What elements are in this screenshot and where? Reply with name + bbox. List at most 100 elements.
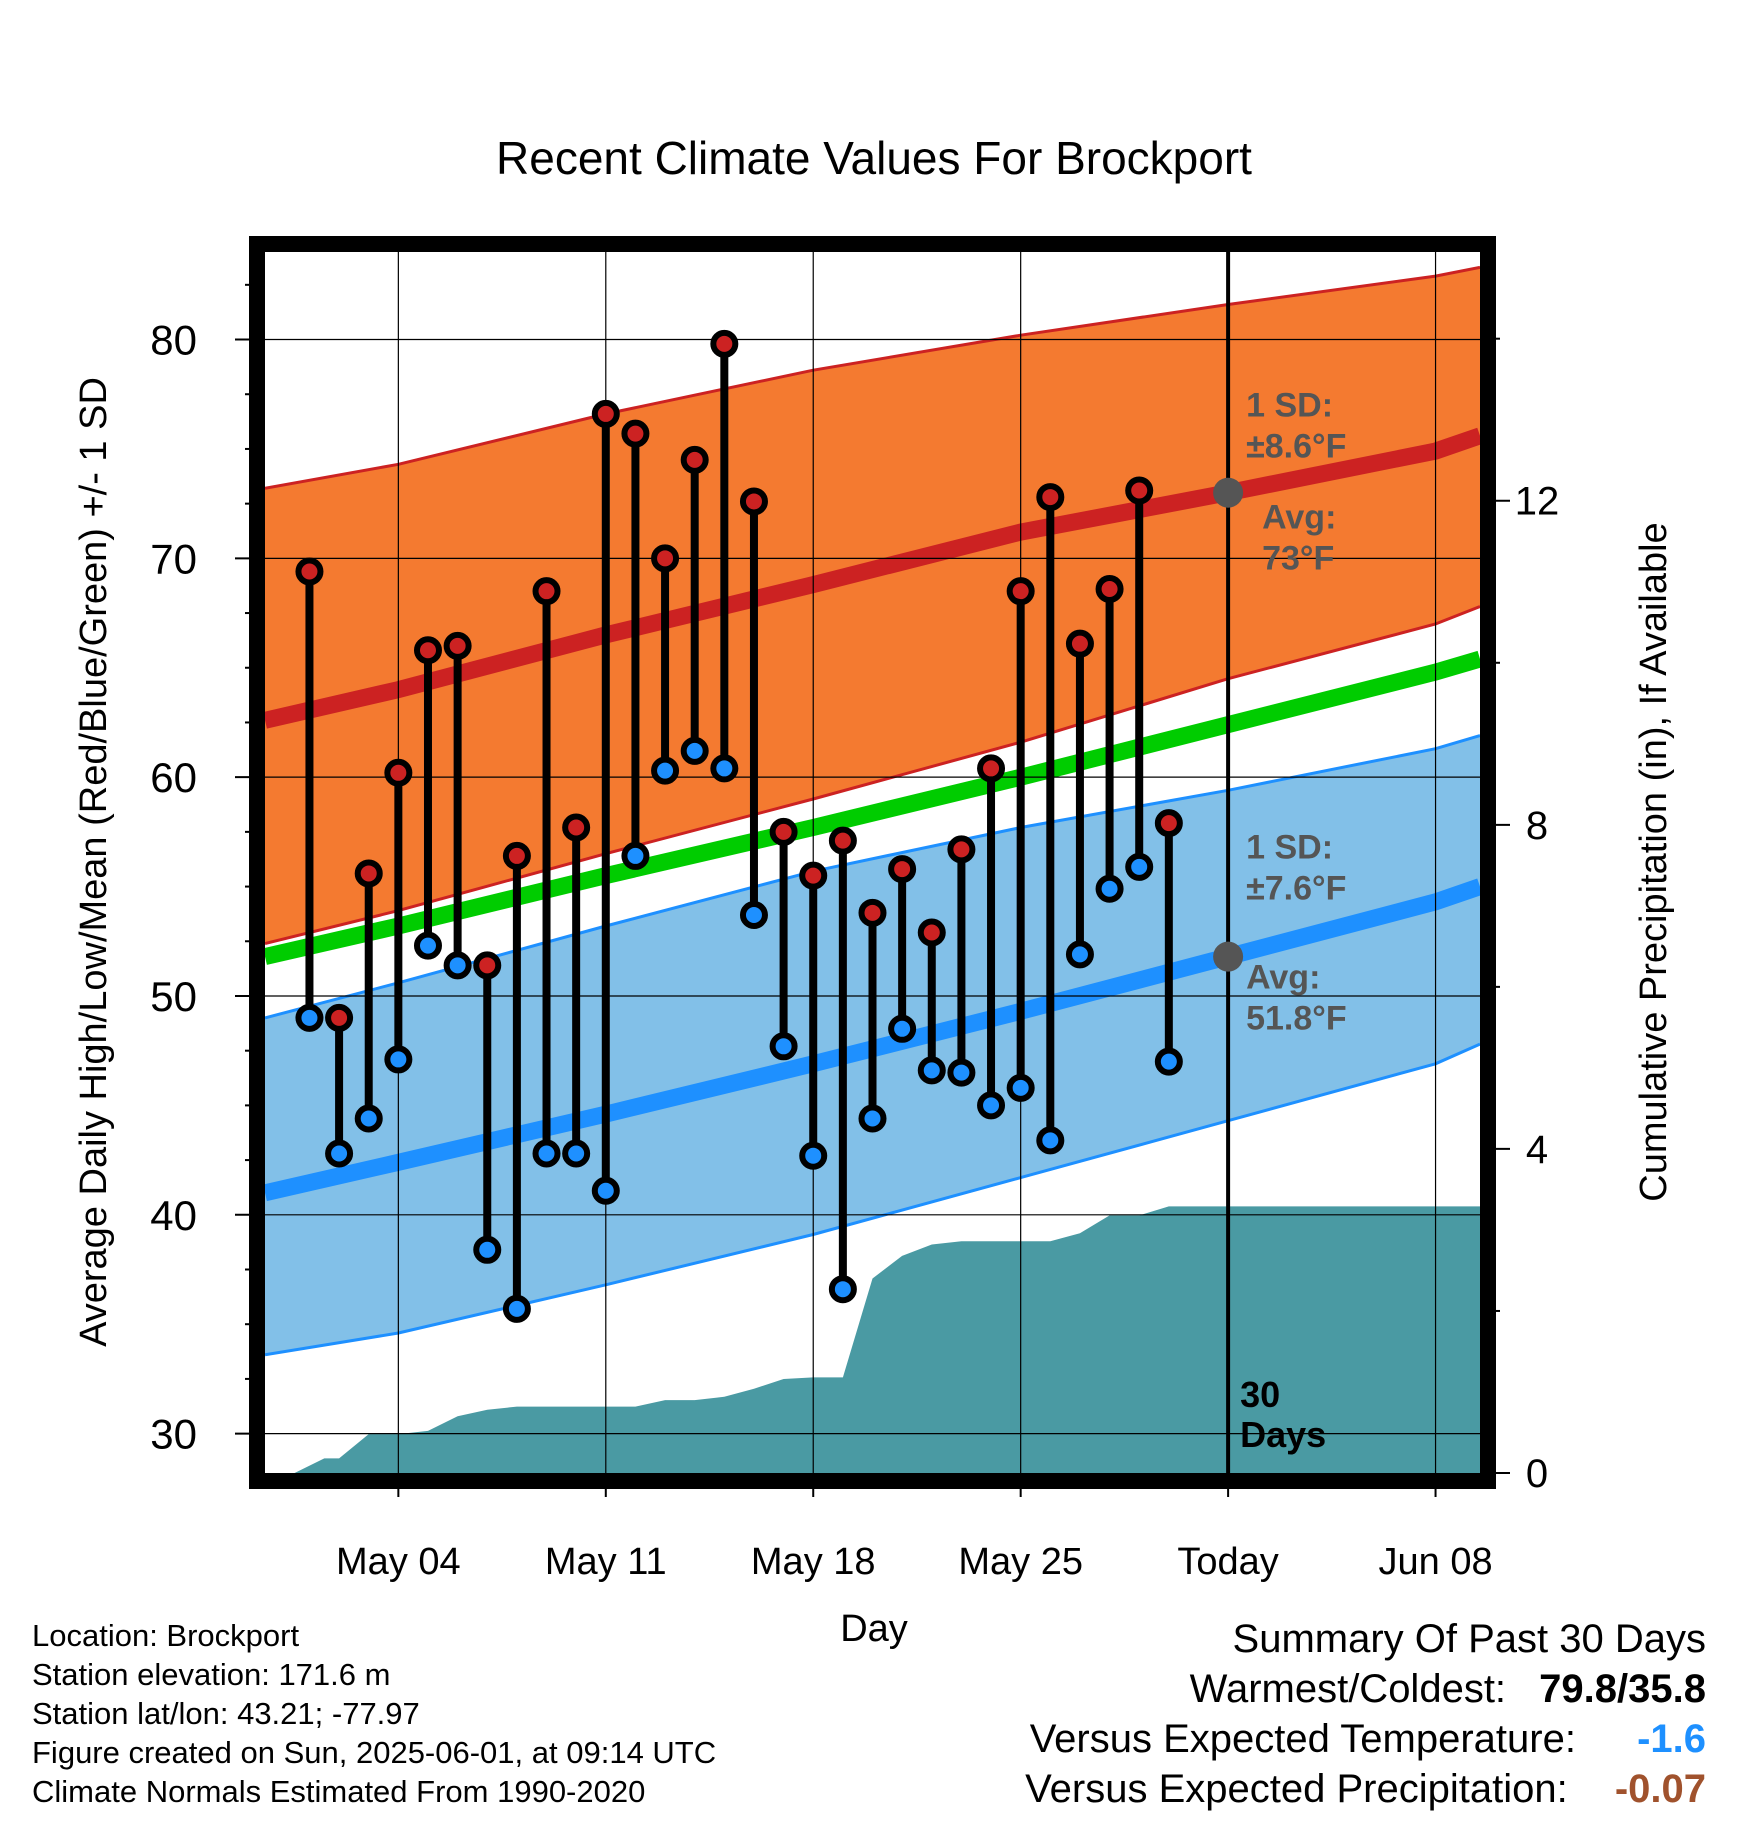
low-point [473,1235,502,1264]
x-tick-label: May 11 [545,1541,667,1583]
x-tick-label: Today [1177,1541,1278,1583]
high-point [947,835,976,864]
high-point [443,631,472,660]
summary-warmest-value: 79.8/35.8 [1539,1667,1706,1711]
x-tick-label: May 25 [958,1541,1083,1583]
high-point [917,918,946,947]
high-point [710,329,739,358]
high-point [325,1003,354,1032]
low-sd-label: 1 SD: [1246,828,1333,866]
low-point [1095,874,1124,903]
y-tick-label: 80 [150,317,197,364]
low-point [739,901,768,930]
y-tick-label: 40 [150,1192,197,1239]
elevation-text: Station elevation: 171.6 m [32,1657,391,1692]
x-tick-label: May 18 [751,1541,876,1583]
high-point [651,544,680,573]
low-point [413,931,442,960]
high-sd-lower-line [265,605,1480,945]
low-point [532,1139,561,1168]
high-sd-upper-line [265,265,1480,490]
chart-title: Recent Climate Values For Brockport [496,132,1252,184]
high-point [621,419,650,448]
y2-tick-label: 8 [1526,804,1548,848]
today-days-word: Days [1240,1414,1326,1455]
low-point [325,1139,354,1168]
low-point [888,1014,917,1043]
low-point [917,1056,946,1085]
low-avg-value: 51.8°F [1246,1000,1347,1038]
high-point [384,758,413,787]
x-axis-label: Day [840,1608,908,1650]
low-point [710,754,739,783]
low-avg-label: Avg: [1246,959,1320,997]
y-tick-label: 60 [150,754,197,801]
low-point [1065,940,1094,969]
high-point [977,754,1006,783]
location-text: Location: Brockport [32,1618,300,1653]
high-point [562,813,591,842]
summary-precip-row: Versus Expected Precipitation: -0.07 [1025,1764,1706,1814]
low-point [443,951,472,980]
low-point [591,1176,620,1205]
high-point [828,826,857,855]
high-sd-value: ±8.6°F [1246,428,1346,466]
summary-temp-row: Versus Expected Temperature: -1.6 [1030,1714,1706,1764]
today-days-number: 30 [1240,1374,1280,1415]
low-point [295,1003,324,1032]
low-point [1154,1047,1183,1076]
low-sd-lower-line [265,1042,1480,1357]
low-sd-value: ±7.6°F [1246,869,1346,907]
y-axis-label: Average Daily High/Low/Mean (Red/Blue/Gr… [73,377,115,1347]
high-point [799,861,828,890]
x-tick-label: Jun 08 [1379,1541,1493,1583]
low-normal-line [265,878,1480,1202]
low-point [1006,1073,1035,1102]
summary-warmest-row: Warmest/Coldest: 79.8/35.8 [1190,1664,1706,1714]
high-sd-band [265,267,1480,944]
high-point [1095,574,1124,603]
summary-warmest-label: Warmest/Coldest: [1189,1667,1507,1711]
low-point [977,1091,1006,1120]
summary-temp-label: Versus Expected Temperature: [1029,1717,1576,1761]
high-point [858,898,887,927]
low-point [651,756,680,785]
high-point [1036,483,1065,512]
high-point [354,859,383,888]
high-point [1154,809,1183,838]
high-point [888,855,917,884]
y-tick-label: 70 [150,535,197,582]
y-tick-label: 50 [150,973,197,1020]
high-point [502,841,531,870]
plot-area [265,252,1480,1473]
y2-tick-label: 4 [1526,1128,1548,1172]
created-text: Figure created on Sun, 2025-06-01, at 09… [32,1735,717,1770]
precip-area [265,1206,1480,1473]
plot-frame [249,236,1496,1489]
today-high-avg-marker [1213,477,1244,508]
high-point [1065,629,1094,658]
summary-precip-label: Versus Expected Precipitation: [1025,1767,1568,1811]
low-point [502,1294,531,1323]
normals-text: Climate Normals Estimated From 1990-2020 [32,1774,646,1809]
x-tick-label: May 04 [336,1541,461,1583]
high-point [591,399,620,428]
high-avg-value: 73°F [1262,540,1334,578]
low-point [799,1141,828,1170]
high-point [532,577,561,606]
high-point [769,817,798,846]
today-low-avg-marker [1213,941,1244,972]
low-point [354,1104,383,1133]
high-point [295,557,324,586]
y2-axis-label: Cumulative Precipitation (in), If Availa… [1633,522,1675,1201]
y-tick-label: 30 [150,1411,197,1458]
high-point [739,487,768,516]
summary-precip-value: -0.07 [1614,1767,1706,1811]
low-point [828,1275,857,1304]
latlon-text: Station lat/lon: 43.21; -77.97 [32,1696,420,1731]
high-point [1006,577,1035,606]
low-point [1036,1126,1065,1155]
low-point [769,1032,798,1061]
summary-title: Summary Of Past 30 Days [1232,1617,1706,1661]
